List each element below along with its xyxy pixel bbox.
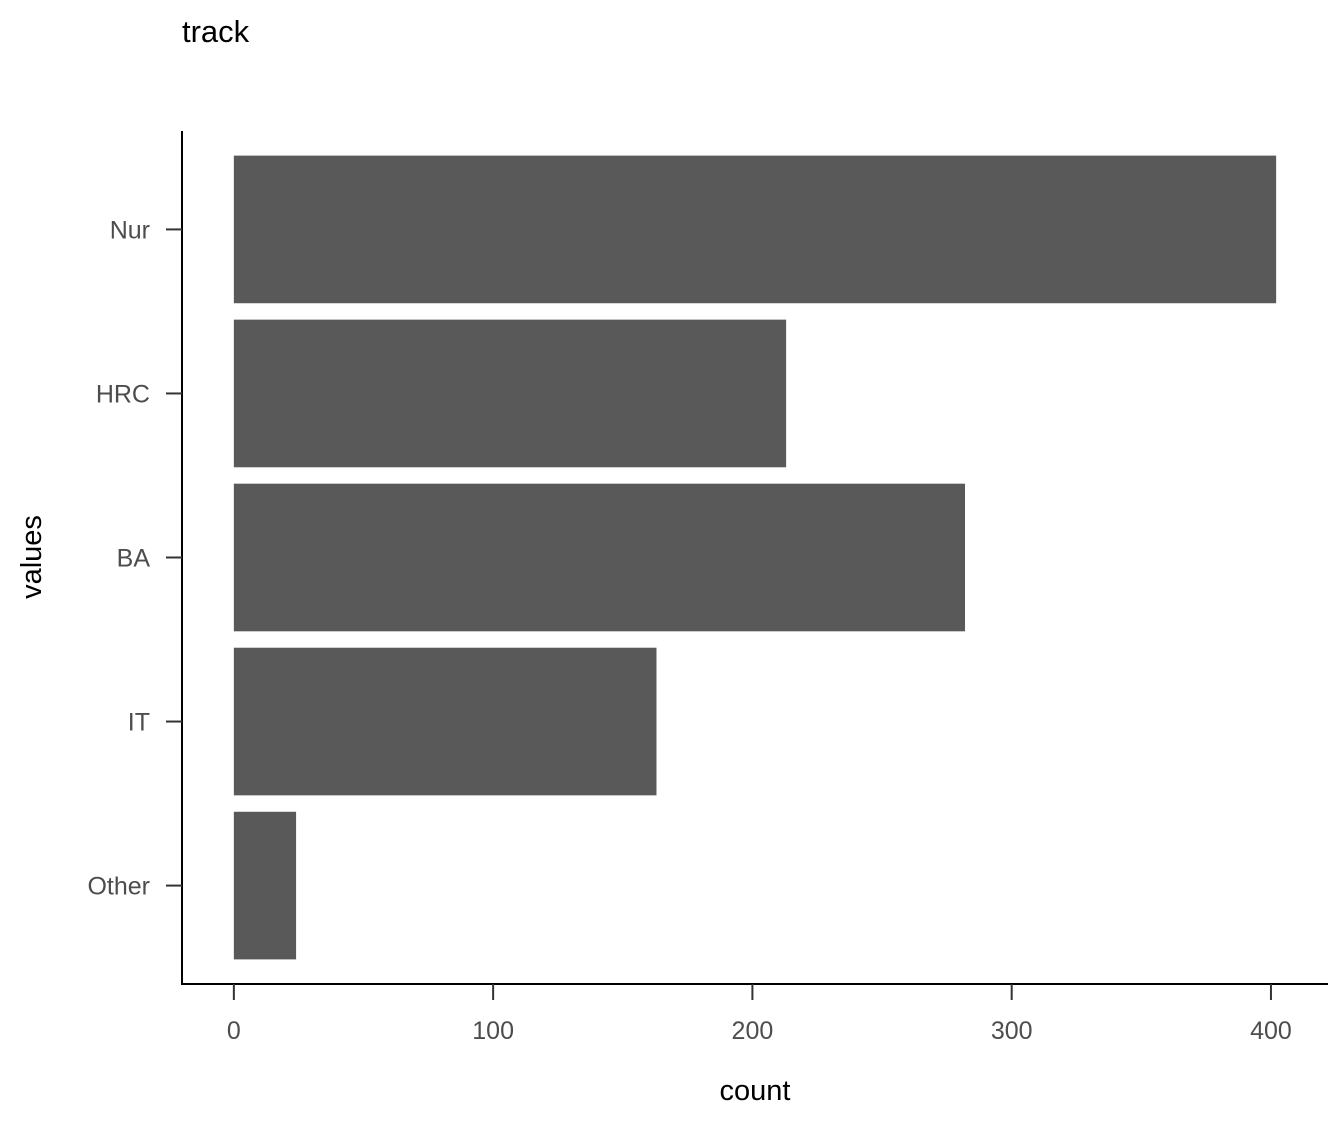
x-tick-label: 100: [472, 1017, 514, 1045]
y-tick-label: IT: [128, 709, 150, 737]
y-tick-label: HRC: [96, 380, 150, 408]
y-tick-label: BA: [117, 545, 151, 573]
x-axis-title: count: [720, 1075, 791, 1107]
x-tick-label: 400: [1250, 1017, 1292, 1045]
chart-title: track: [182, 14, 250, 49]
x-axis-ticks: 0 100 200 300 400: [227, 984, 1292, 1045]
y-tick-label: Other: [87, 873, 150, 901]
x-tick-label: 0: [227, 1017, 241, 1045]
bar-it: [233, 647, 657, 796]
bar-nur: [233, 155, 1277, 304]
bar-other: [233, 811, 297, 960]
y-axis-ticks: Nur HRC BA IT Other: [87, 216, 182, 901]
bar-ba: [233, 483, 966, 632]
bar-hrc: [233, 319, 787, 468]
bars: [233, 155, 1277, 960]
y-axis-title: values: [16, 515, 48, 599]
x-tick-label: 200: [732, 1017, 774, 1045]
y-tick-label: Nur: [110, 216, 150, 244]
x-tick-label: 300: [991, 1017, 1033, 1045]
